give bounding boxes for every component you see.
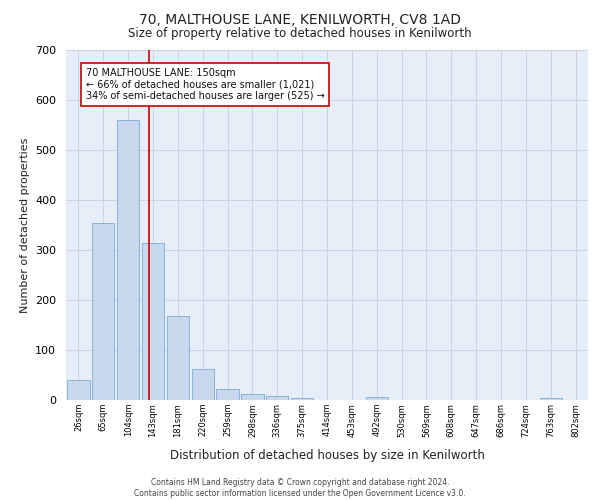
Bar (191, 369, 214, 400)
Text: Contains HM Land Registry data © Crown copyright and database right 2024.
Contai: Contains HM Land Registry data © Crown c… (134, 478, 466, 498)
Bar (365, 397, 388, 400)
Bar (67, 380, 89, 400)
Text: Size of property relative to detached houses in Kenilworth: Size of property relative to detached ho… (128, 28, 472, 40)
Bar (92, 222, 115, 400)
Bar (142, 242, 164, 400)
Text: 70, MALTHOUSE LANE, KENILWORTH, CV8 1AD: 70, MALTHOUSE LANE, KENILWORTH, CV8 1AD (139, 12, 461, 26)
Bar (117, 120, 139, 400)
Bar (217, 388, 239, 400)
Bar (241, 394, 263, 400)
Bar (167, 316, 189, 400)
Y-axis label: Number of detached properties: Number of detached properties (20, 138, 29, 312)
Bar (266, 396, 289, 400)
Bar (291, 398, 313, 400)
Text: Distribution of detached houses by size in Kenilworth: Distribution of detached houses by size … (170, 450, 484, 462)
Bar (539, 398, 562, 400)
Text: 70 MALTHOUSE LANE: 150sqm
← 66% of detached houses are smaller (1,021)
34% of se: 70 MALTHOUSE LANE: 150sqm ← 66% of detac… (86, 68, 325, 100)
